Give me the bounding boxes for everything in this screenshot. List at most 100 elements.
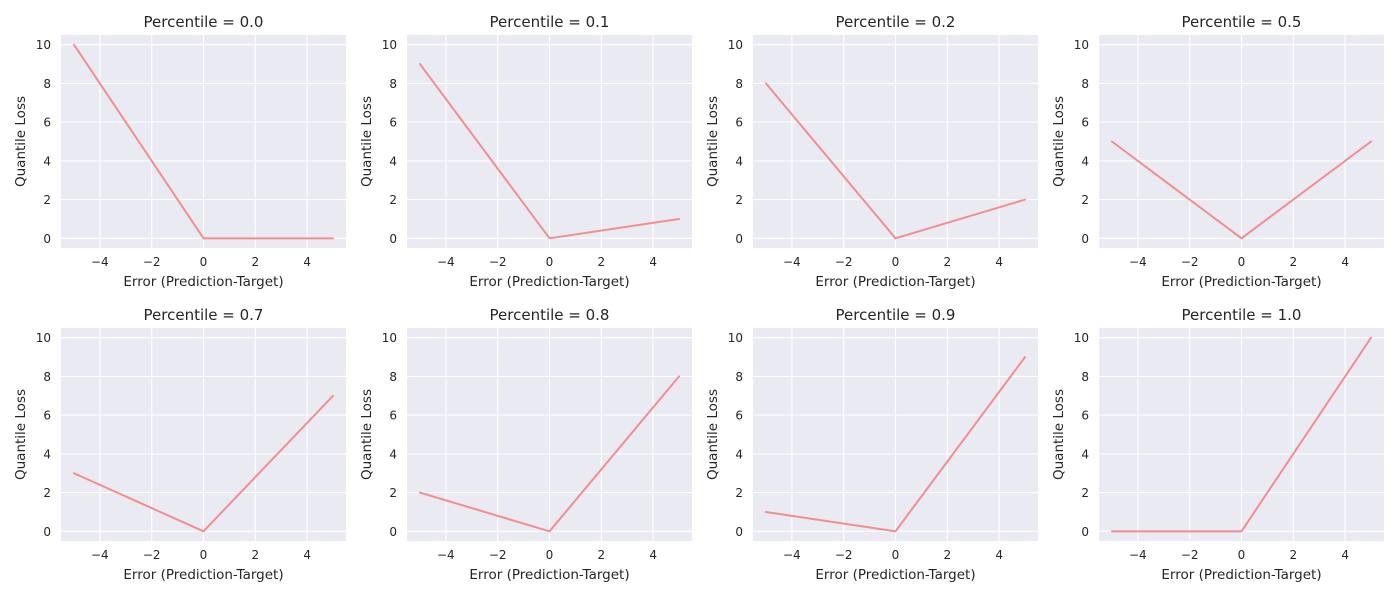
y-tick-label: 0 — [1081, 525, 1089, 539]
y-tick-label: 0 — [735, 232, 743, 246]
x-tick-label: 4 — [995, 255, 1003, 269]
y-tick-label: 6 — [389, 116, 397, 130]
y-tick-label: 2 — [43, 486, 51, 500]
subplot-0: −4 −2 0 2 4 0 2 4 6 8 10 Percentile = 0.0 Error (Pre… — [13, 13, 346, 290]
x-tick-label: −4 — [437, 255, 455, 269]
y-tick-label: 2 — [1081, 486, 1089, 500]
x-tick-label: 2 — [1289, 255, 1297, 269]
x-tick-label: −2 — [143, 548, 161, 562]
y-tick-label: 10 — [36, 331, 51, 345]
loss-line — [764, 82, 1027, 240]
x-tick-label: −2 — [835, 255, 853, 269]
x-tick-label: 0 — [200, 255, 208, 269]
y-tick-label: 6 — [735, 409, 743, 423]
x-axis-label: Error (Prediction-Target) — [815, 567, 975, 583]
y-tick-label: 10 — [1074, 331, 1089, 345]
subplot-title: Percentile = 0.5 — [1182, 13, 1302, 31]
y-tick-label: 0 — [389, 525, 397, 539]
y-tick-label: 10 — [728, 331, 743, 345]
y-tick-label: 0 — [43, 232, 51, 246]
y-tick-label: 4 — [389, 154, 397, 168]
y-tick-label: 2 — [735, 486, 743, 500]
y-tick-label: 4 — [43, 447, 51, 461]
x-tick-label: −4 — [783, 548, 801, 562]
subplot-1: −4 −2 0 2 4 0 2 4 6 8 10 Percentile = 0.1 Error (Pre… — [359, 13, 692, 290]
y-tick-label: 0 — [389, 232, 397, 246]
loss-line — [1110, 336, 1373, 533]
x-tick-label: 4 — [649, 255, 657, 269]
x-tick-label: 2 — [597, 255, 605, 269]
x-tick-label: 2 — [251, 255, 259, 269]
x-tick-label: −2 — [489, 255, 507, 269]
y-axis-label: Quantile Loss — [359, 389, 375, 480]
y-tick-label: 4 — [735, 154, 743, 168]
loss-line — [72, 43, 335, 240]
y-tick-label: 10 — [36, 38, 51, 52]
x-axis-label: Error (Prediction-Target) — [1161, 274, 1321, 290]
x-tick-label: 0 — [200, 548, 208, 562]
y-tick-label: 4 — [389, 447, 397, 461]
y-axis-label: Quantile Loss — [1051, 389, 1067, 480]
x-axis-label: Error (Prediction-Target) — [469, 274, 629, 290]
subplot-2: −4 −2 0 2 4 0 2 4 6 8 10 Percentile = 0.2 Error (Pre… — [705, 13, 1038, 290]
loss-line — [418, 375, 681, 533]
x-tick-label: −2 — [835, 548, 853, 562]
y-tick-label: 2 — [389, 486, 397, 500]
y-tick-label: 4 — [735, 447, 743, 461]
subplot-3: −4 −2 0 2 4 0 2 4 6 8 10 Percentile = 0.5 Error (Pre… — [1051, 13, 1384, 290]
loss-line — [764, 356, 1027, 533]
x-tick-label: 2 — [1289, 548, 1297, 562]
x-tick-label: 4 — [1341, 255, 1349, 269]
x-tick-label: −2 — [489, 548, 507, 562]
x-tick-label: −4 — [783, 255, 801, 269]
y-tick-label: 10 — [382, 38, 397, 52]
y-tick-label: 10 — [382, 331, 397, 345]
x-tick-label: 2 — [597, 548, 605, 562]
subplot-title: Percentile = 0.1 — [490, 13, 610, 31]
x-tick-label: 4 — [303, 255, 311, 269]
loss-line — [72, 394, 335, 533]
y-tick-label: 4 — [1081, 447, 1089, 461]
x-tick-label: −4 — [91, 548, 109, 562]
y-tick-label: 8 — [389, 77, 397, 91]
y-tick-label: 8 — [735, 370, 743, 384]
x-tick-label: −2 — [1181, 255, 1199, 269]
x-tick-label: 0 — [1238, 255, 1246, 269]
x-tick-label: −2 — [143, 255, 161, 269]
y-tick-label: 8 — [43, 77, 51, 91]
y-tick-label: 10 — [728, 38, 743, 52]
loss-line — [1110, 140, 1373, 240]
y-tick-label: 2 — [389, 193, 397, 207]
x-axis-label: Error (Prediction-Target) — [123, 274, 283, 290]
x-tick-label: 2 — [251, 548, 259, 562]
y-tick-label: 6 — [43, 409, 51, 423]
y-tick-label: 2 — [43, 193, 51, 207]
x-tick-label: −4 — [91, 255, 109, 269]
x-axis-label: Error (Prediction-Target) — [1161, 567, 1321, 583]
y-axis-label: Quantile Loss — [13, 389, 29, 480]
x-tick-label: 4 — [649, 548, 657, 562]
x-tick-label: −4 — [1129, 548, 1147, 562]
subplot-4: −4 −2 0 2 4 0 2 4 6 8 10 Percentile = 0.7 Error (Pre… — [13, 306, 346, 583]
y-axis-label: Quantile Loss — [1051, 96, 1067, 187]
x-tick-label: −4 — [437, 548, 455, 562]
y-tick-label: 8 — [389, 370, 397, 384]
loss-line — [418, 63, 681, 240]
x-tick-label: −4 — [1129, 255, 1147, 269]
x-axis-label: Error (Prediction-Target) — [469, 567, 629, 583]
y-tick-label: 6 — [735, 116, 743, 130]
x-axis-label: Error (Prediction-Target) — [815, 274, 975, 290]
subplot-7: −4 −2 0 2 4 0 2 4 6 8 10 Percentile = 1.0 Error (Pre… — [1051, 306, 1384, 583]
y-axis-label: Quantile Loss — [359, 96, 375, 187]
x-tick-label: 0 — [1238, 548, 1246, 562]
x-tick-label: 4 — [995, 548, 1003, 562]
y-tick-label: 0 — [43, 525, 51, 539]
y-tick-label: 4 — [1081, 154, 1089, 168]
y-tick-label: 2 — [1081, 193, 1089, 207]
x-axis-label: Error (Prediction-Target) — [123, 567, 283, 583]
subplot-title: Percentile = 0.7 — [144, 306, 264, 324]
y-tick-label: 8 — [735, 77, 743, 91]
y-tick-label: 2 — [735, 193, 743, 207]
y-tick-label: 8 — [43, 370, 51, 384]
x-tick-label: 4 — [303, 548, 311, 562]
